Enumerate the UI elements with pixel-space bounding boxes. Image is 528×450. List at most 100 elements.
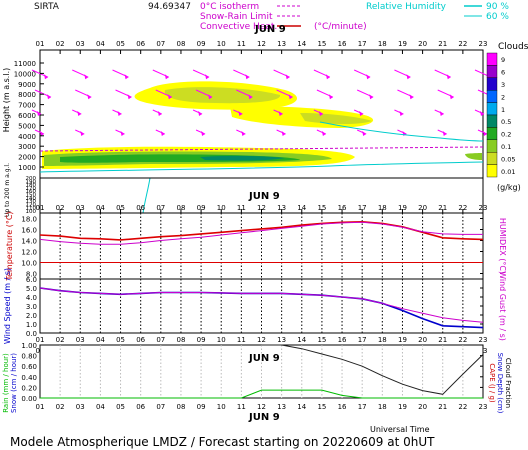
clouds-level-label: 1 <box>501 106 505 114</box>
temp-tick-label: 8.0 <box>26 271 37 279</box>
clouds-swatch <box>486 139 498 153</box>
mid-hour-label: 10 <box>217 204 226 212</box>
clouds-level-label: 9 <box>501 56 505 64</box>
mid-hour-label: 01 <box>36 204 45 212</box>
agl-tick-label: 100 <box>26 209 37 215</box>
mid-hour-label: 16 <box>338 204 347 212</box>
bottom-hour-label: 01 <box>36 403 45 411</box>
rain-tick-label: 0.80 <box>21 353 37 361</box>
mid-hour-label: 03 <box>76 204 85 212</box>
bottom-hour-label: 02 <box>56 403 65 411</box>
bottom-hour-label: 05 <box>116 403 125 411</box>
top-hour-label: 23 <box>479 40 488 48</box>
height-tick-label: 9000 <box>18 81 36 89</box>
wind-hour-label: 18 <box>378 336 387 344</box>
wind-hour-label: 21 <box>438 336 447 344</box>
wind-arrow-head <box>198 111 203 117</box>
mid-hour-label: 04 <box>96 204 105 212</box>
wind-panel: Wind Speed (m / s) Wind Gust (m / s) 6.0… <box>3 268 507 344</box>
clouds-title: Clouds <box>498 42 528 52</box>
wind-arrow-head <box>285 74 290 80</box>
rain-series-cloud-fraction <box>261 344 484 395</box>
wind-hour-label: 02 <box>56 336 65 344</box>
clouds-swatches: 9 6 3 2 1 0.5 0.2 0.1 0.05 0.01 <box>486 52 515 178</box>
bottom-hour-label: 17 <box>358 403 367 411</box>
bottom-hour-label: 06 <box>136 403 145 411</box>
top-hour-label: 05 <box>116 40 125 48</box>
mid-hour-label: 17 <box>358 204 367 212</box>
temp-tick-label: 12.0 <box>21 249 37 257</box>
top-axis-ticks: 11000 10000 9000 8000 7000 6000 5000 4000 3000 20… <box>14 50 484 215</box>
top-hour-label: 21 <box>438 40 447 48</box>
rain-series-rain <box>40 389 483 399</box>
wind-hour-label: 10 <box>217 336 226 344</box>
wind-arrow-head <box>399 111 404 117</box>
rain-tick-label: 0.20 <box>21 384 37 392</box>
wind-arrow-head <box>167 94 172 100</box>
wind-arrow-head <box>288 94 293 100</box>
wind-arrow-head <box>328 94 333 100</box>
wind-arrow-head <box>483 131 487 137</box>
snow-depth-axis-label: Snow Depth (cm) <box>496 353 504 414</box>
mid-hour-label: 08 <box>176 204 185 212</box>
wind-arrow-head <box>80 131 85 137</box>
clouds-level-label: 0.05 <box>501 155 515 163</box>
x-axis-label: Universal Time <box>370 425 430 434</box>
rh-contour-vertical <box>142 177 151 214</box>
agl-tick-label: 160 <box>26 189 37 195</box>
bottom-hour-label: 23 <box>479 403 488 411</box>
wind-arrow-head <box>205 74 210 80</box>
mid-hour-label: 11 <box>237 204 246 212</box>
bottom-hour-label: 10 <box>217 403 226 411</box>
clouds-level-label: 0.2 <box>501 131 511 139</box>
wind-tick-label: 2.0 <box>26 312 37 320</box>
legend-rh: Relative Humidity <box>366 2 447 12</box>
wind-hour-label: 16 <box>338 336 347 344</box>
mid-hour-label: 21 <box>438 204 447 212</box>
legend-convective-unit: (°C/minute) <box>314 22 367 32</box>
top-hour-label: 13 <box>277 40 286 48</box>
wind-arrow-head <box>77 111 82 117</box>
mid-hour-label: 15 <box>317 204 326 212</box>
height-tick-label: 10000 <box>14 70 36 78</box>
top-hour-label: 20 <box>418 40 427 48</box>
mid-hour-label: 09 <box>197 204 206 212</box>
height-tick-label: 3000 <box>18 143 36 151</box>
wind-hour-label: 22 <box>458 336 467 344</box>
wind-hour-label: 09 <box>197 336 206 344</box>
bottom-hour-label: 21 <box>438 403 447 411</box>
gust-axis-label: Wind Gust (m / s) <box>498 271 507 341</box>
cloud-field <box>42 81 482 169</box>
clouds-swatch <box>486 114 498 128</box>
rain-date-label: JUN 9 <box>248 353 280 364</box>
agl-tick-label: 110 <box>26 206 37 212</box>
snow-axis-label: Snow (cm / hour) <box>10 353 18 413</box>
agl-tick-label: 200 <box>26 176 37 182</box>
mid-hour-label: 22 <box>458 204 467 212</box>
legend-convective: Convective Heat. <box>200 22 277 32</box>
wind-hour-label: 11 <box>237 336 246 344</box>
temp-tick-label: 10.0 <box>21 260 37 268</box>
wind-arrow-head <box>127 94 132 100</box>
clouds-level-label: 0.5 <box>501 118 511 126</box>
wind-hour-label: 19 <box>398 336 407 344</box>
mid-hour-label: 13 <box>277 204 286 212</box>
wind-arrow-head <box>439 111 444 117</box>
bottom-hour-label: 16 <box>338 403 347 411</box>
top-hour-label: 18 <box>378 40 387 48</box>
rain-tick-label: 0.40 <box>21 374 37 382</box>
agl-axis-label: Up to 200 m a.g.l. <box>4 163 11 217</box>
wind-arrow-head <box>359 111 364 117</box>
top-hour-label: 07 <box>156 40 165 48</box>
agl-tick-label: 170 <box>26 186 37 192</box>
clouds-level-label: 0.1 <box>501 143 511 151</box>
clouds-level-label: 6 <box>501 69 505 77</box>
wind-arrow-head <box>157 111 162 117</box>
wind-hour-label: 23 <box>479 336 488 344</box>
bottom-hour-label: 22 <box>458 403 467 411</box>
wind-arrow-head <box>124 74 129 80</box>
clouds-swatch <box>486 151 498 165</box>
clouds-swatch <box>486 102 498 116</box>
bottom-date-label: JUN 9 <box>248 412 280 423</box>
